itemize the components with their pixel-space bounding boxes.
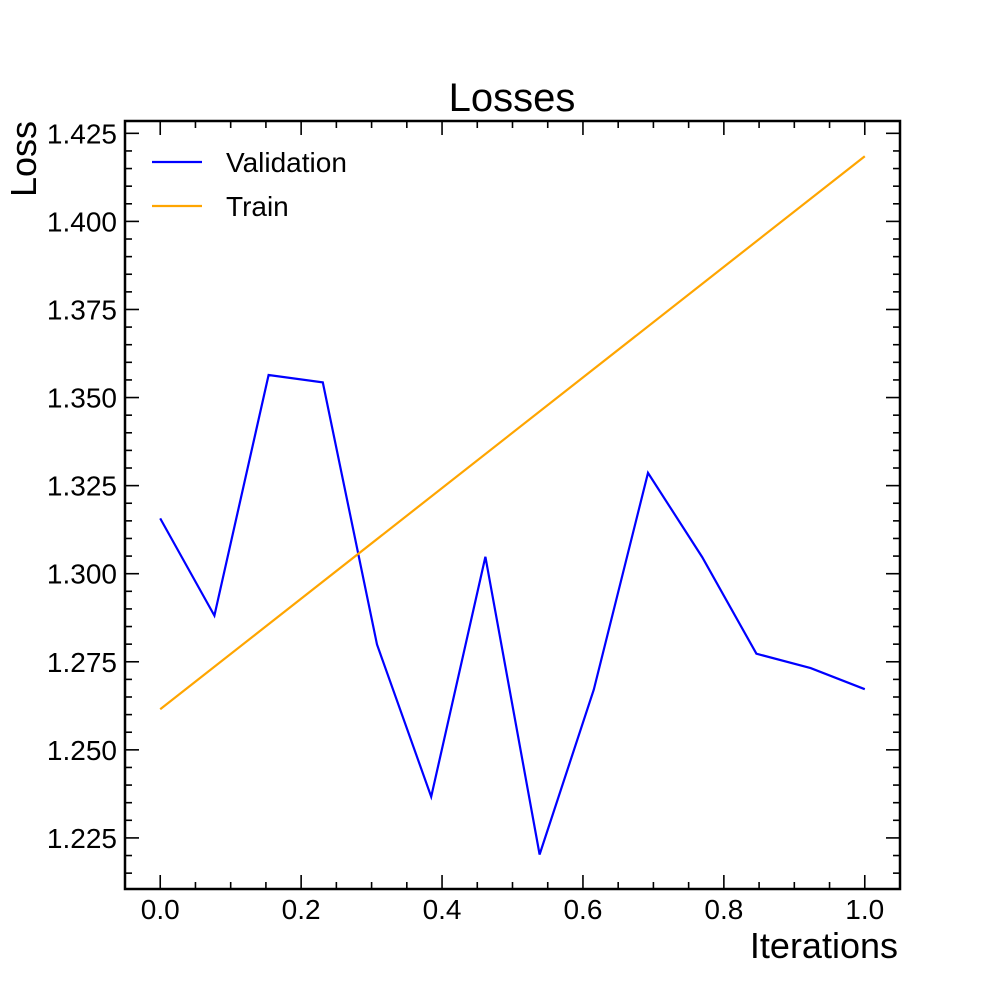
series-line-train bbox=[159, 155, 866, 711]
x-tick-label: 0.8 bbox=[704, 894, 743, 925]
series-line-validation bbox=[159, 373, 866, 855]
y-tick-label: 1.300 bbox=[47, 559, 117, 590]
y-tick-label: 1.425 bbox=[47, 118, 117, 149]
tick-labels: 0.0 0.2 0.4 0.6 0.8 1.0 1.225 1.250 1.275 1.300 1.… bbox=[47, 118, 884, 925]
x-tick-label: 0.6 bbox=[563, 894, 602, 925]
chart-title: Losses bbox=[449, 76, 576, 120]
x-tick-label: 1.0 bbox=[845, 894, 884, 925]
x-tick-label: 0.4 bbox=[423, 894, 462, 925]
y-tick-label: 1.400 bbox=[47, 206, 117, 237]
y-axis-title: Loss bbox=[3, 121, 44, 197]
legend-label-validation: Validation bbox=[226, 147, 347, 178]
y-tick-label: 1.375 bbox=[47, 294, 117, 325]
plot-frame bbox=[123, 119, 902, 891]
x-axis-title: Iterations bbox=[750, 925, 898, 966]
y-tick-label: 1.325 bbox=[47, 471, 117, 502]
y-tick-label: 1.250 bbox=[47, 735, 117, 766]
tick-marks bbox=[124, 121, 901, 889]
legend-label-train: Train bbox=[226, 191, 289, 222]
y-tick-label: 1.275 bbox=[47, 647, 117, 678]
y-tick-label: 1.225 bbox=[47, 823, 117, 854]
y-tick-label: 1.350 bbox=[47, 383, 117, 414]
x-tick-label: 0.0 bbox=[141, 894, 180, 925]
x-tick-label: 0.2 bbox=[282, 894, 321, 925]
series-lines bbox=[159, 155, 866, 855]
legend: Validation Train bbox=[152, 147, 347, 222]
